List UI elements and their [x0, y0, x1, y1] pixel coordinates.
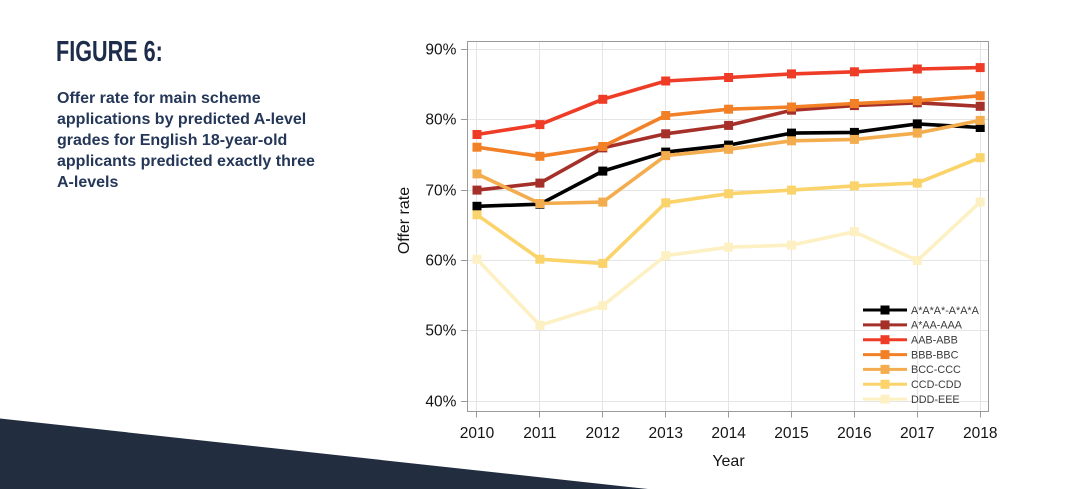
- svg-text:A*AA-AAA: A*AA-AAA: [911, 320, 963, 332]
- svg-text:40%: 40%: [425, 394, 456, 411]
- svg-text:2012: 2012: [586, 425, 620, 442]
- svg-text:BBB-BBC: BBB-BBC: [911, 349, 959, 361]
- svg-text:CCD-CDD: CCD-CDD: [911, 379, 962, 391]
- svg-text:50%: 50%: [425, 323, 456, 340]
- svg-text:AAB-ABB: AAB-ABB: [911, 335, 958, 347]
- svg-text:2016: 2016: [837, 425, 871, 442]
- svg-text:60%: 60%: [425, 253, 456, 270]
- svg-text:BCC-CCC: BCC-CCC: [911, 364, 961, 376]
- svg-text:80%: 80%: [425, 112, 456, 129]
- svg-text:Year: Year: [712, 453, 745, 470]
- svg-text:2018: 2018: [963, 425, 997, 442]
- svg-text:2015: 2015: [774, 425, 808, 442]
- svg-text:90%: 90%: [425, 42, 456, 59]
- svg-text:2014: 2014: [711, 425, 746, 442]
- svg-text:Offer rate: Offer rate: [396, 187, 413, 254]
- svg-text:A*A*A*-A*A*A: A*A*A*-A*A*A: [911, 305, 980, 317]
- svg-text:DDD-EEE: DDD-EEE: [911, 394, 960, 406]
- svg-text:2013: 2013: [648, 425, 682, 442]
- svg-text:70%: 70%: [425, 183, 456, 200]
- svg-text:2017: 2017: [900, 425, 934, 442]
- svg-text:2011: 2011: [523, 425, 556, 442]
- svg-text:2010: 2010: [460, 425, 495, 442]
